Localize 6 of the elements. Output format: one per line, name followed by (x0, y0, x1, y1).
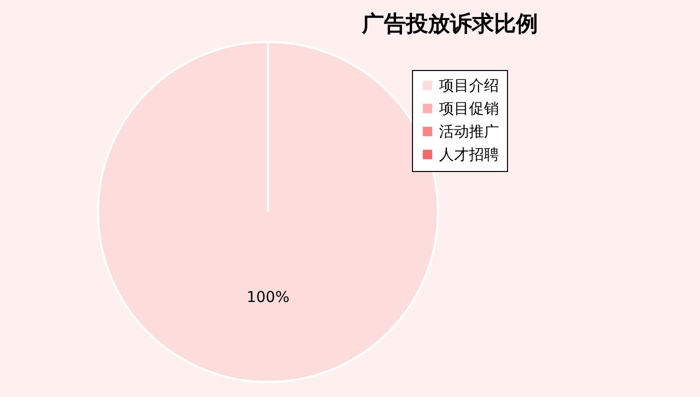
chart-title: 广告投放诉求比例 (361, 11, 538, 37)
legend-label: 活动推广 (439, 122, 499, 140)
legend-label: 项目促销 (439, 100, 499, 118)
legend-label: 人才招聘 (439, 146, 499, 164)
data-label: 100% (246, 288, 290, 306)
legend-label: 项目介绍 (439, 76, 499, 94)
